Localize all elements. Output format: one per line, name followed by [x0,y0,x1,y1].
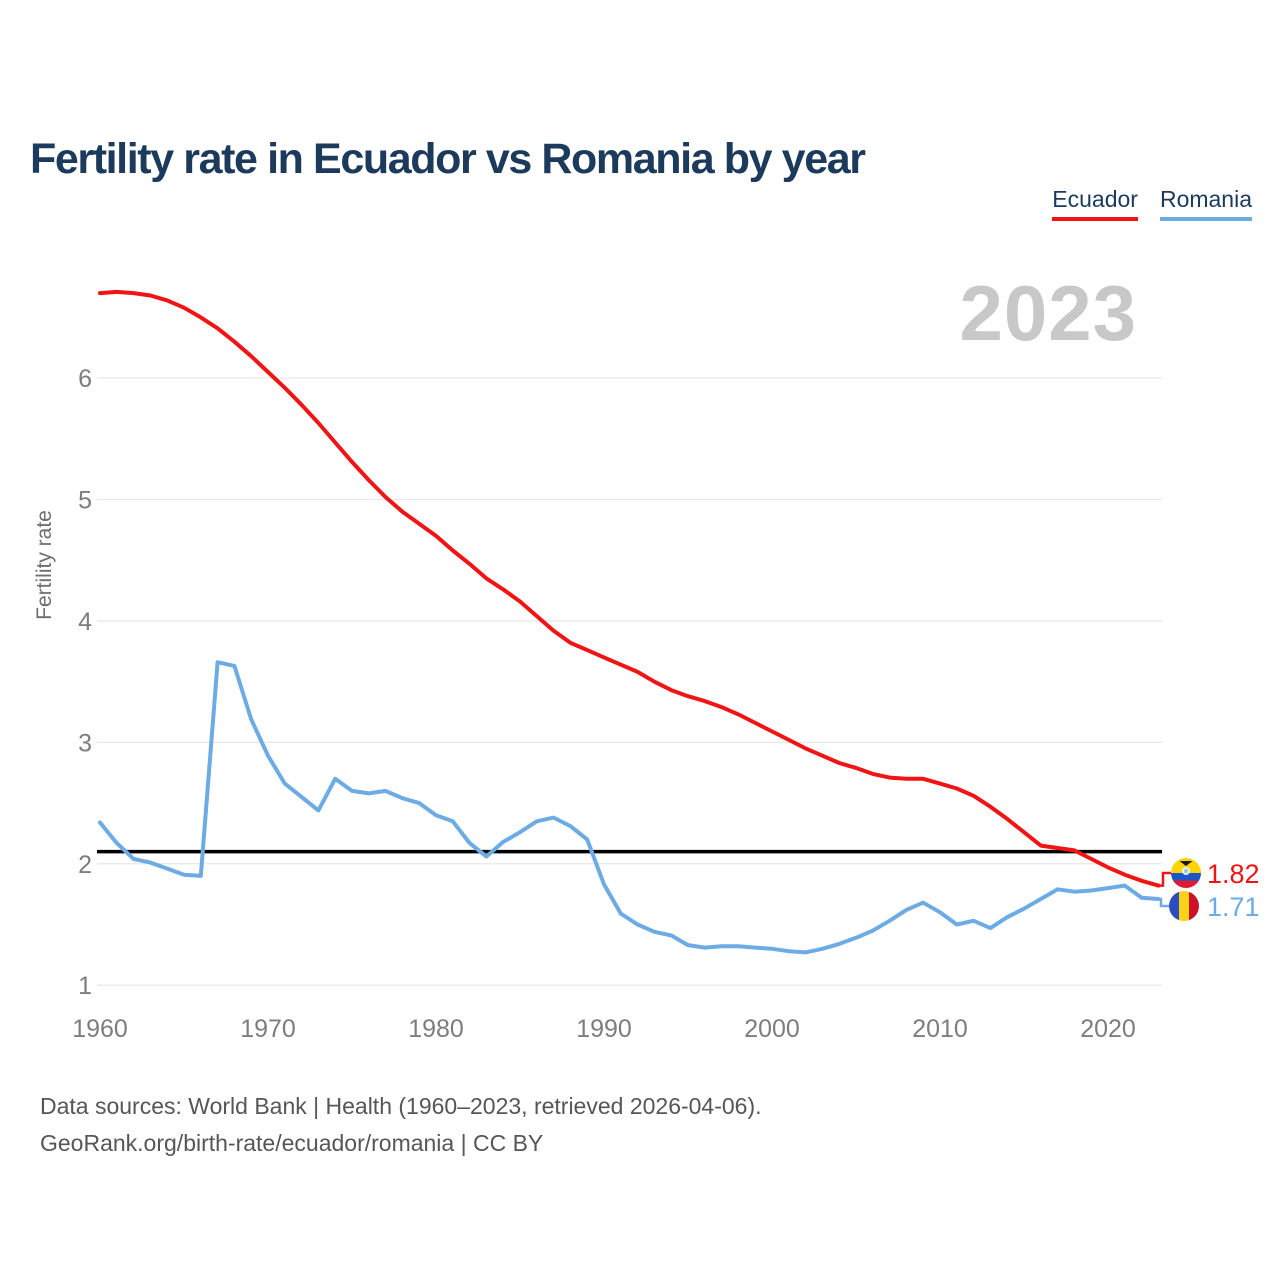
y-tick-label: 3 [78,729,92,757]
y-tick-label: 6 [78,365,92,393]
ecuador-flag-icon [1171,858,1201,888]
legend-underline-ecuador [1052,217,1138,221]
legend-item-ecuador[interactable]: Ecuador [1052,186,1138,221]
x-tick-label: 1960 [72,1015,128,1043]
y-axis-title: Fertility rate [33,510,56,620]
watermark-year: 2023 [959,269,1137,357]
x-tick-label: 2000 [744,1015,800,1043]
x-tick-label: 2020 [1080,1015,1136,1043]
x-tick-label: 2010 [912,1015,968,1043]
romania-series-line[interactable] [98,660,1161,955]
ecuador-condor-crest [1179,861,1193,866]
legend: Ecuador Romania [1052,186,1252,221]
legend-label-ecuador: Ecuador [1052,186,1138,212]
legend-underline-romania [1159,217,1252,221]
ecuador-end-connector [1158,871,1171,887]
x-tick-label: 1990 [576,1015,632,1043]
footer: Data sources: World Bank | Health (1960–… [40,1088,762,1162]
y-tick-label: 2 [78,851,92,879]
romania-flag-icon [1169,891,1199,921]
footer-attribution-line: GeoRank.org/birth-rate/ecuador/romania |… [40,1130,544,1156]
y-tick-label: 4 [78,608,92,636]
ecuador-series-line[interactable] [98,289,1161,888]
y-tick-label: 1 [78,972,92,1000]
y-tick-label: 5 [78,487,92,515]
x-tick-label: 1980 [408,1015,464,1043]
x-tick-label: 1970 [240,1015,296,1043]
ecuador-end-value: 1.82 [1207,859,1260,889]
legend-item-romania[interactable]: Romania [1159,186,1252,221]
romania-end-connector [1158,897,1169,908]
page-title: Fertility rate in Ecuador vs Romania by … [30,134,866,183]
footer-source-line: Data sources: World Bank | Health (1960–… [40,1093,762,1119]
legend-label-romania: Romania [1159,186,1252,212]
ecuador-emblem-circle [1182,867,1190,875]
romania-end-value: 1.71 [1207,892,1260,922]
